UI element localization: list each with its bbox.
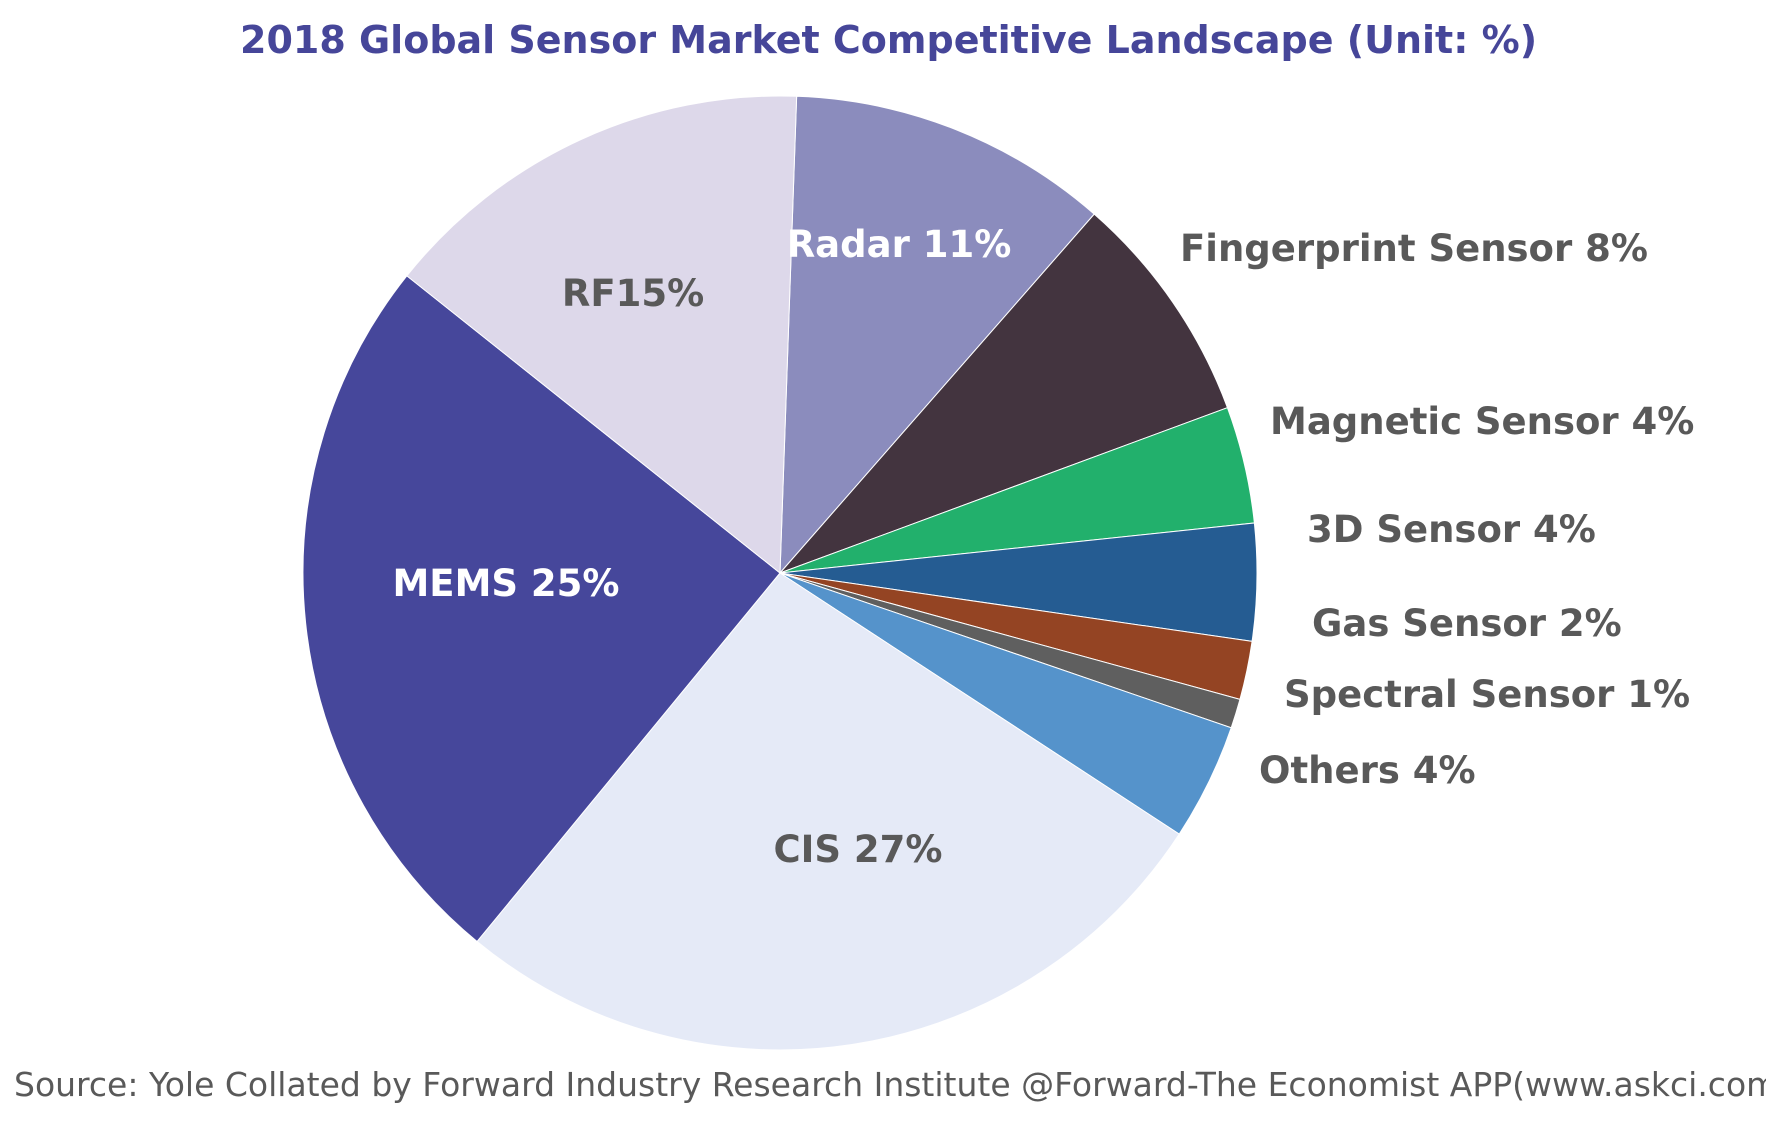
pie-label-radar-11: Radar 11% bbox=[787, 223, 1012, 266]
chart-title: 2018 Global Sensor Market Competitive La… bbox=[240, 18, 1538, 62]
pie-label-others-4: Others 4% bbox=[1259, 749, 1476, 792]
pie-label-spectral-sensor-1: Spectral Sensor 1% bbox=[1284, 673, 1690, 716]
pie-label-fingerprint-sensor-8: Fingerprint Sensor 8% bbox=[1180, 227, 1648, 270]
pie-slice-radar-11 bbox=[779, 95, 1095, 575]
pie-slices bbox=[302, 95, 1258, 1051]
pie-label-mems-25: MEMS 25% bbox=[392, 562, 619, 605]
pie-slice-cis-27 bbox=[476, 572, 1180, 1051]
pie-label-magnetic-sensor-4: Magnetic Sensor 4% bbox=[1270, 400, 1694, 443]
pie-label-cis-27: CIS 27% bbox=[773, 828, 942, 871]
pie-slice-fingerprint-sensor-8 bbox=[779, 213, 1229, 574]
source-note: Source: Yole Collated by Forward Industr… bbox=[14, 1065, 1766, 1104]
pie-labels: Radar 11% Fingerprint Sensor 8% Magnetic S… bbox=[392, 223, 1694, 871]
pie-slice-mems-25 bbox=[302, 275, 781, 943]
pie-slice-rf15 bbox=[406, 95, 798, 575]
pie-label-rf15: RF15% bbox=[562, 272, 704, 315]
pie-label-gas-sensor-2: Gas Sensor 2% bbox=[1312, 602, 1622, 645]
pie-label-3d-sensor-4: 3D Sensor 4% bbox=[1307, 508, 1596, 551]
